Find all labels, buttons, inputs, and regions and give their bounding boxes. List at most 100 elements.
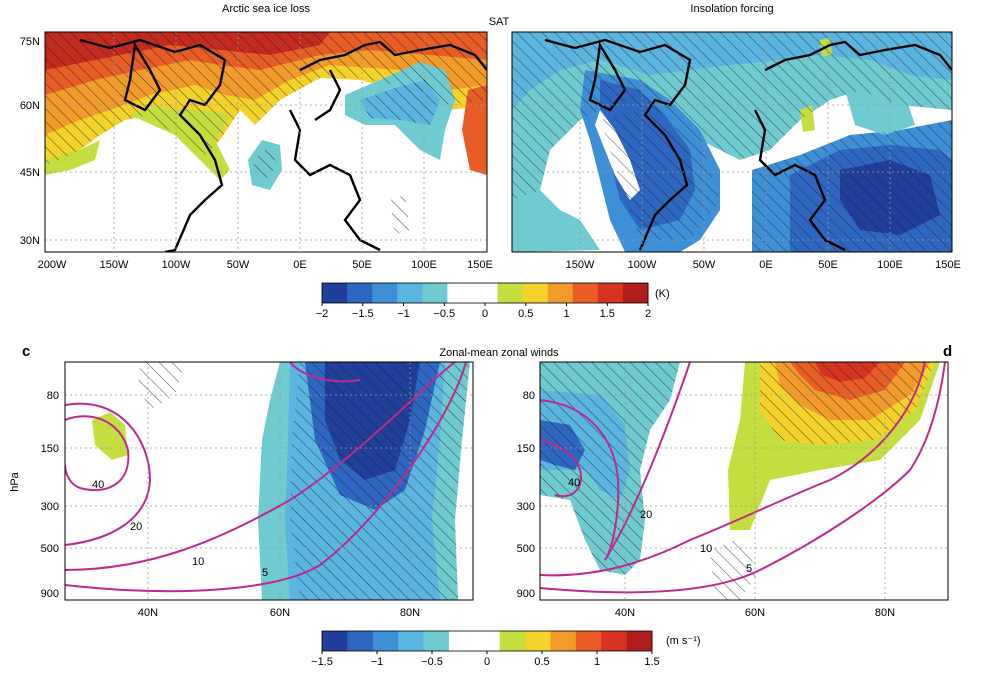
colorbar-tick-label: −1 (397, 308, 410, 320)
colorbar-swatch (499, 631, 526, 651)
contour-label: 20 (130, 521, 142, 533)
colorbar-swatch (347, 283, 373, 303)
sat-title: SAT (489, 16, 510, 28)
panel-d-yticks: 80 150 300 500 900 (517, 390, 535, 600)
colorbar-tick-label: 2 (645, 308, 651, 320)
colorbar-swatch (525, 631, 551, 651)
tick-label: 150W (100, 259, 129, 271)
tick-label: 150E (467, 259, 493, 271)
colorbar-tick-label: 0 (482, 308, 488, 320)
panel-c-contour-labels: 40 20 10 5 (92, 479, 268, 579)
colorbar-swatch (398, 631, 425, 651)
panel-d-plot: 40 20 10 5 (539, 361, 949, 601)
contour-label: 20 (640, 509, 652, 521)
colorbar-swatch (522, 283, 549, 303)
colorbar-tick-label: 1.5 (644, 656, 659, 668)
colorbar-swatch (572, 283, 599, 303)
contour-label: 40 (568, 477, 580, 489)
contour-label: 5 (262, 567, 268, 579)
colorbar-tick-label: 0 (484, 656, 490, 668)
tick-label: 80N (875, 607, 895, 619)
colorbar-top-unit: (K) (655, 288, 670, 300)
tick-label: 50W (227, 259, 250, 271)
tick-label: 80N (400, 607, 420, 619)
colorbar-swatch (601, 631, 628, 651)
colorbar-swatch (347, 631, 374, 651)
colorbar-swatch (372, 283, 398, 303)
colorbar-tick-label: −0.5 (433, 308, 455, 320)
panel-c-ylabel: hPa (9, 471, 21, 491)
colorbar-swatch (448, 631, 475, 651)
contour-5 (540, 362, 946, 594)
tick-label: 150W (566, 259, 595, 271)
tick-label: 75N (20, 36, 40, 48)
tick-label: 900 (517, 588, 535, 600)
tick-label: 40N (138, 607, 158, 619)
tick-label: 60N (745, 607, 765, 619)
tick-label: 50E (818, 259, 838, 271)
panel-b-xticks: 150W 100W 50W 0E 50E 100E 150E (566, 259, 961, 271)
contour-label: 40 (92, 479, 104, 491)
significance-hatch-b (512, 32, 952, 200)
tick-label: 45N (20, 167, 40, 179)
panel-b-map (511, 31, 953, 253)
panel-a-title: Arctic sea ice loss (222, 3, 311, 15)
contour-40 (65, 415, 130, 492)
colorbar-swatch (575, 631, 602, 651)
tick-label: 300 (517, 501, 535, 513)
tick-label: 50W (693, 259, 716, 271)
colorbar-tick-label: −1.5 (352, 308, 374, 320)
tick-label: 30N (20, 235, 40, 247)
tick-label: 100W (162, 259, 191, 271)
tick-label: 0E (293, 259, 306, 271)
tick-label: 900 (41, 588, 59, 600)
zonal-winds-title: Zonal-mean zonal winds (439, 347, 559, 359)
colorbar-bottom-ticks: −1.5 −1 −0.5 0 0.5 1 1.5 (311, 651, 660, 668)
tick-label: 200W (38, 259, 67, 271)
colorbar-swatch (423, 631, 450, 651)
significance-hatch-c (290, 362, 470, 600)
tick-label: 150 (517, 443, 535, 455)
colorbar-top (321, 282, 649, 304)
panel-b-title: Insolation forcing (690, 3, 773, 15)
tick-label: 80 (47, 390, 59, 402)
colorbar-swatch (322, 631, 348, 651)
colorbar-tick-label: −2 (316, 308, 329, 320)
colorbar-swatch (422, 283, 448, 303)
significance-hatch-a (45, 32, 487, 165)
colorbar-swatch (474, 631, 501, 651)
panel-d-contour-labels: 40 20 10 5 (568, 477, 752, 575)
contour-10 (65, 362, 456, 571)
colorbar-swatch (622, 283, 649, 303)
colorbar-tick-label: 1 (563, 308, 569, 320)
tick-label: 60N (20, 100, 40, 112)
colorbar-swatch (322, 283, 348, 303)
colorbar-tick-label: −1.5 (311, 656, 333, 668)
contour-label: 10 (192, 556, 204, 568)
contour-label: 5 (746, 563, 752, 575)
panel-c-xticks: 40N 60N 80N (138, 607, 420, 619)
panel-c-letter: c (22, 343, 30, 360)
tick-label: 300 (41, 501, 59, 513)
contour-label: 10 (700, 543, 712, 555)
colorbar-swatch (397, 283, 423, 303)
panel-a-map (44, 31, 488, 253)
tick-label: 100W (628, 259, 657, 271)
panel-a-xticks: 200W 150W 100W 50W 0E 50E 100E 150E (38, 259, 493, 271)
tick-label: 500 (41, 543, 59, 555)
colorbar-swatch (547, 283, 574, 303)
colorbar-tick-label: −0.5 (421, 656, 443, 668)
colorbar-swatch (372, 631, 399, 651)
significance-hatch-d (540, 362, 680, 575)
colorbar-tick-label: 1 (594, 656, 600, 668)
colorbar-swatch (626, 631, 653, 651)
tick-label: 80 (523, 390, 535, 402)
panel-c-plot: 40 20 10 5 (64, 361, 474, 601)
panel-a-yticks: 75N 60N 45N 30N (20, 36, 40, 247)
contour-20 (540, 362, 691, 561)
colorbar-swatch (497, 283, 524, 303)
colorbar-tick-label: −1 (371, 656, 384, 668)
tick-label: 500 (517, 543, 535, 555)
tick-label: 100E (411, 259, 437, 271)
colorbar-bottom-unit: (m s⁻¹) (666, 635, 701, 647)
